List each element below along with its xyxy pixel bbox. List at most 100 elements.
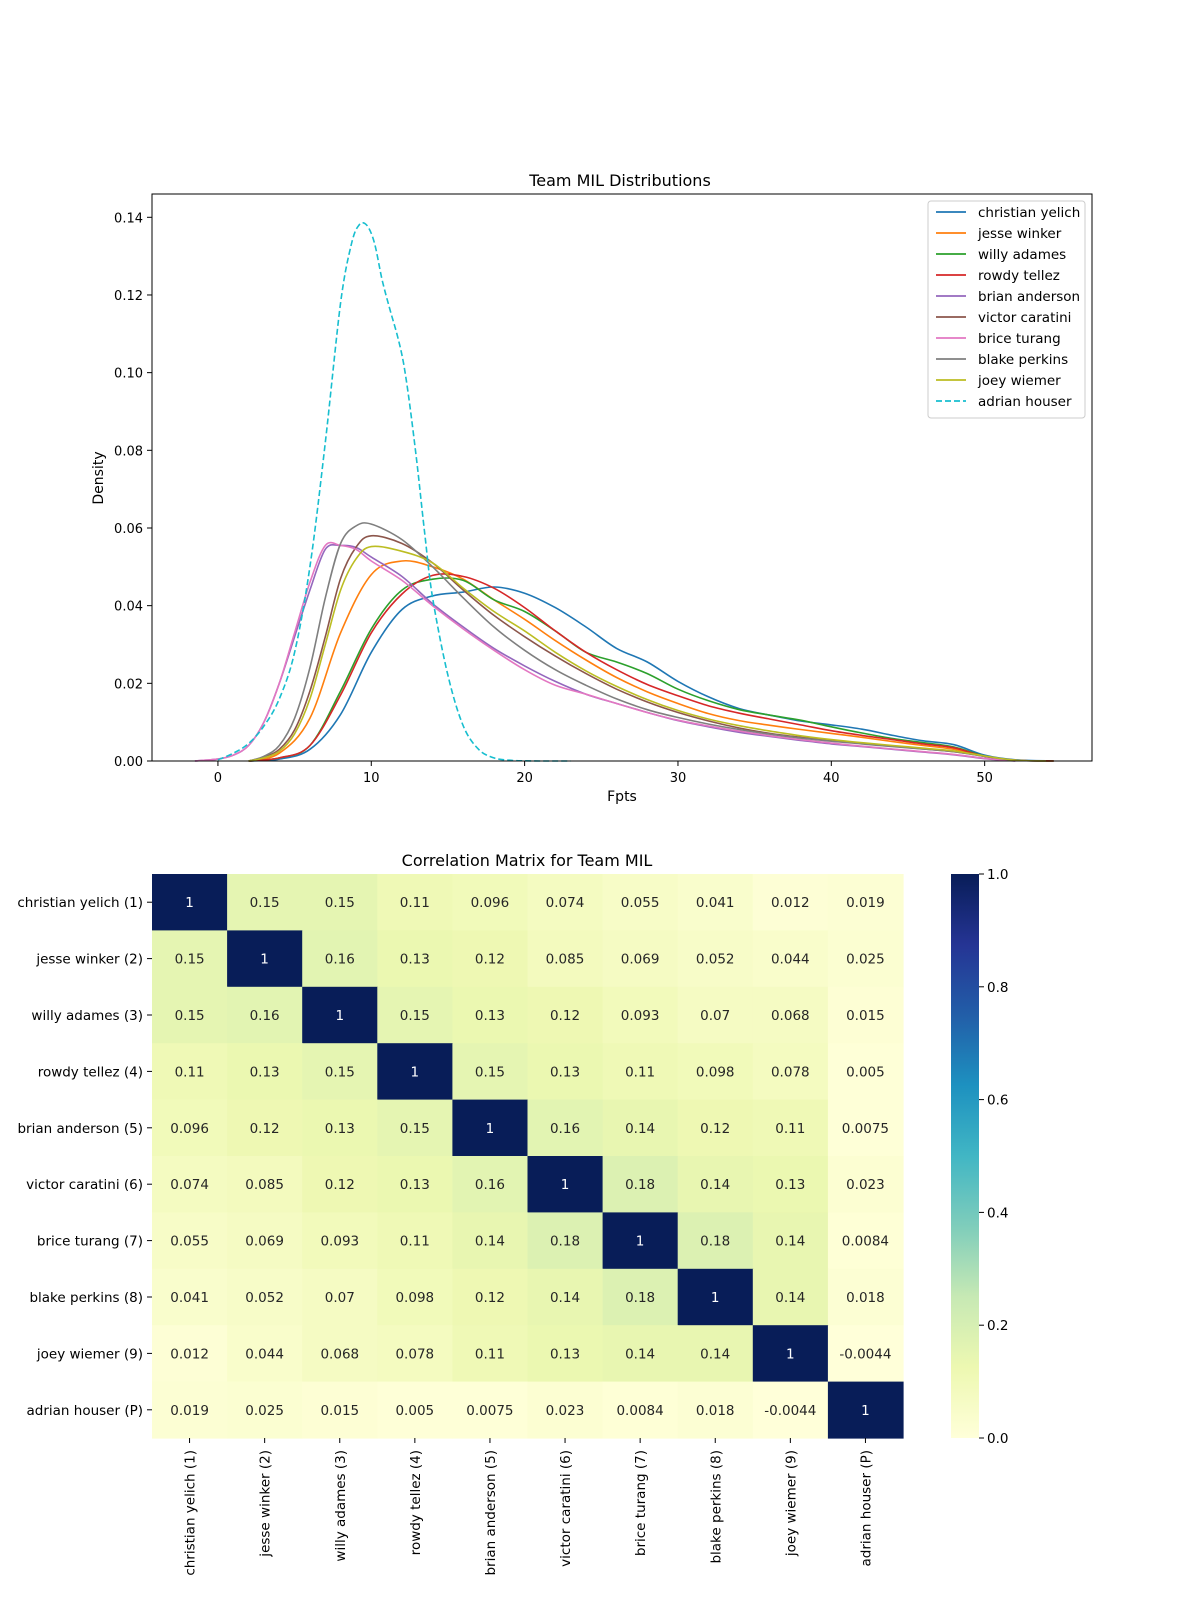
- heatmap-cell-value: 0.0075: [466, 1403, 513, 1419]
- legend-label-victor-caratini: victor caratini: [978, 310, 1071, 326]
- heatmap-cell: [827, 874, 904, 931]
- heatmap-cell: [602, 1268, 679, 1326]
- heatmap-cell: [377, 1212, 453, 1270]
- heatmap-cell: [752, 1156, 829, 1213]
- heatmap-cell: [302, 1043, 378, 1101]
- heatmap-cell-value: 0.14: [625, 1346, 655, 1362]
- heatmap-cell: [152, 1325, 228, 1383]
- colorbar-ticks: 0.0 0.2 0.4 0.6 0.8 1.0: [979, 867, 1008, 1447]
- heatmap-cell-value: 0.015: [846, 1008, 885, 1024]
- column-label: joey wiemer (9): [783, 1450, 799, 1557]
- heatmap-cell: [377, 1043, 453, 1101]
- heatmap-cell: [302, 874, 378, 931]
- heatmap-cell-value: 0.12: [550, 1008, 580, 1024]
- y-tick-label: 0.12: [114, 289, 143, 304]
- heatmap-cell: [527, 986, 604, 1044]
- y-tick-label: 0.08: [114, 444, 143, 459]
- series-line-willy-adames: [248, 577, 1054, 762]
- heatmap-cell-value: 0.0084: [616, 1403, 663, 1419]
- heatmap-cell: [152, 1212, 228, 1270]
- heatmap-cell: [377, 1325, 453, 1383]
- heatmap-cell: [227, 1268, 303, 1326]
- heatmap-cell: [152, 1268, 228, 1326]
- heatmap-cell-value: 0.023: [546, 1403, 585, 1419]
- heatmap-cell-value: 0.15: [400, 1008, 430, 1024]
- heatmap-cell: [752, 1325, 829, 1383]
- heatmap-cell: [302, 1099, 378, 1157]
- heatmap-cell: [602, 874, 679, 931]
- heatmap-cell: [827, 1268, 904, 1326]
- heatmap-cell: [827, 1156, 904, 1213]
- heatmap-cell-value: 0.012: [771, 895, 810, 911]
- x-axis-label: Fpts: [607, 789, 637, 805]
- heatmap-cell-value: 0.11: [775, 1121, 805, 1137]
- series-line-adrian-houser: [217, 221, 571, 762]
- column-label: willy adames (3): [333, 1450, 349, 1562]
- column-label: blake perkins (8): [708, 1450, 724, 1564]
- row-label: brice turang (7): [37, 1234, 143, 1250]
- column-label: rowdy tellez (4): [408, 1450, 424, 1555]
- heatmap-cell-value: 0.055: [621, 895, 660, 911]
- heatmap-cell-value: 0.14: [775, 1234, 805, 1250]
- heatmap-cell-value: 0.13: [550, 1346, 580, 1362]
- heatmap-cell: [152, 1043, 228, 1101]
- heatmap-cell-value: 0.12: [700, 1121, 730, 1137]
- heatmap-cell: [377, 1381, 453, 1439]
- heatmap-cell-value: 1: [486, 1121, 495, 1137]
- heatmap-cell: [752, 986, 829, 1044]
- heatmap-cell: [677, 1325, 754, 1383]
- heatmap-cell-value: 0.07: [325, 1290, 355, 1306]
- heatmap-cell-value: 0.044: [771, 952, 810, 968]
- heatmap-cell: [752, 1043, 829, 1101]
- heatmap-cell: [827, 930, 904, 988]
- heatmap-cell-value: 0.078: [771, 1064, 810, 1080]
- heatmap-cell: [827, 1043, 904, 1101]
- x-tick-label: 20: [516, 771, 533, 786]
- colorbar-gradient: [951, 874, 979, 1438]
- heatmap-cell-value: 0.14: [625, 1121, 655, 1137]
- heatmap-cell-value: 1: [711, 1290, 720, 1306]
- heatmap-cell: [452, 1268, 529, 1326]
- heatmap-cell: [602, 1043, 679, 1101]
- heatmap-cell-value: 0.044: [245, 1346, 284, 1362]
- heatmap-cell-value: 0.13: [400, 952, 430, 968]
- heatmap-cell-value: 0.12: [475, 952, 505, 968]
- heatmap-cell-value: 0.074: [546, 895, 585, 911]
- colorbar-tick-label: 0.4: [987, 1205, 1008, 1221]
- heatmap-cell-value: 0.055: [170, 1234, 209, 1250]
- heatmap-cell-value: 0.13: [400, 1177, 430, 1193]
- heatmap-cell-value: 0.098: [395, 1290, 434, 1306]
- heatmap-cell: [827, 1099, 904, 1157]
- heatmap-cell: [602, 1212, 679, 1270]
- heatmap-cell: [752, 930, 829, 988]
- x-tick-label: 0: [214, 771, 222, 786]
- heatmap-cell: [677, 986, 754, 1044]
- series-line-joey-wiemer: [248, 545, 1047, 762]
- heatmap-cell-value: 0.15: [400, 1121, 430, 1137]
- heatmap-cell-value: 0.13: [250, 1064, 280, 1080]
- heatmap-cell-value: 0.14: [775, 1290, 805, 1306]
- heatmap-cell-value: 0.14: [700, 1346, 730, 1362]
- heatmap-cell-value: 0.15: [175, 1008, 205, 1024]
- heatmap-column-labels: christian yelich (1) jesse winker (2) will…: [183, 1438, 874, 1576]
- row-label: blake perkins (8): [29, 1290, 143, 1306]
- heatmap-cell-value: 0.025: [846, 952, 885, 968]
- heatmap-cell: [677, 1268, 754, 1326]
- series-line-brian-anderson: [194, 543, 1016, 762]
- heatmap-cell: [827, 986, 904, 1044]
- legend-label-joey-wiemer: joey wiemer: [977, 373, 1061, 389]
- column-label: jesse winker (2): [258, 1450, 274, 1558]
- heatmap-cell: [752, 1381, 829, 1439]
- kde-distribution-chart: Team MIL Distributions 0 10 20 30 40 50 0.000…: [91, 171, 1093, 805]
- heatmap-cell: [827, 1212, 904, 1270]
- heatmap-cell: [302, 1156, 378, 1213]
- heatmap-cell-value: 0.12: [475, 1290, 505, 1306]
- heatmap-cell-value: 0.015: [320, 1403, 359, 1419]
- heatmap-cell-value: -0.0044: [839, 1346, 891, 1362]
- heatmap-cell: [452, 1099, 529, 1157]
- heatmap-cell: [752, 1099, 829, 1157]
- heatmap-cell: [152, 1381, 228, 1439]
- heatmap-cell: [227, 874, 303, 931]
- heatmap-cell-value: 0.18: [700, 1234, 730, 1250]
